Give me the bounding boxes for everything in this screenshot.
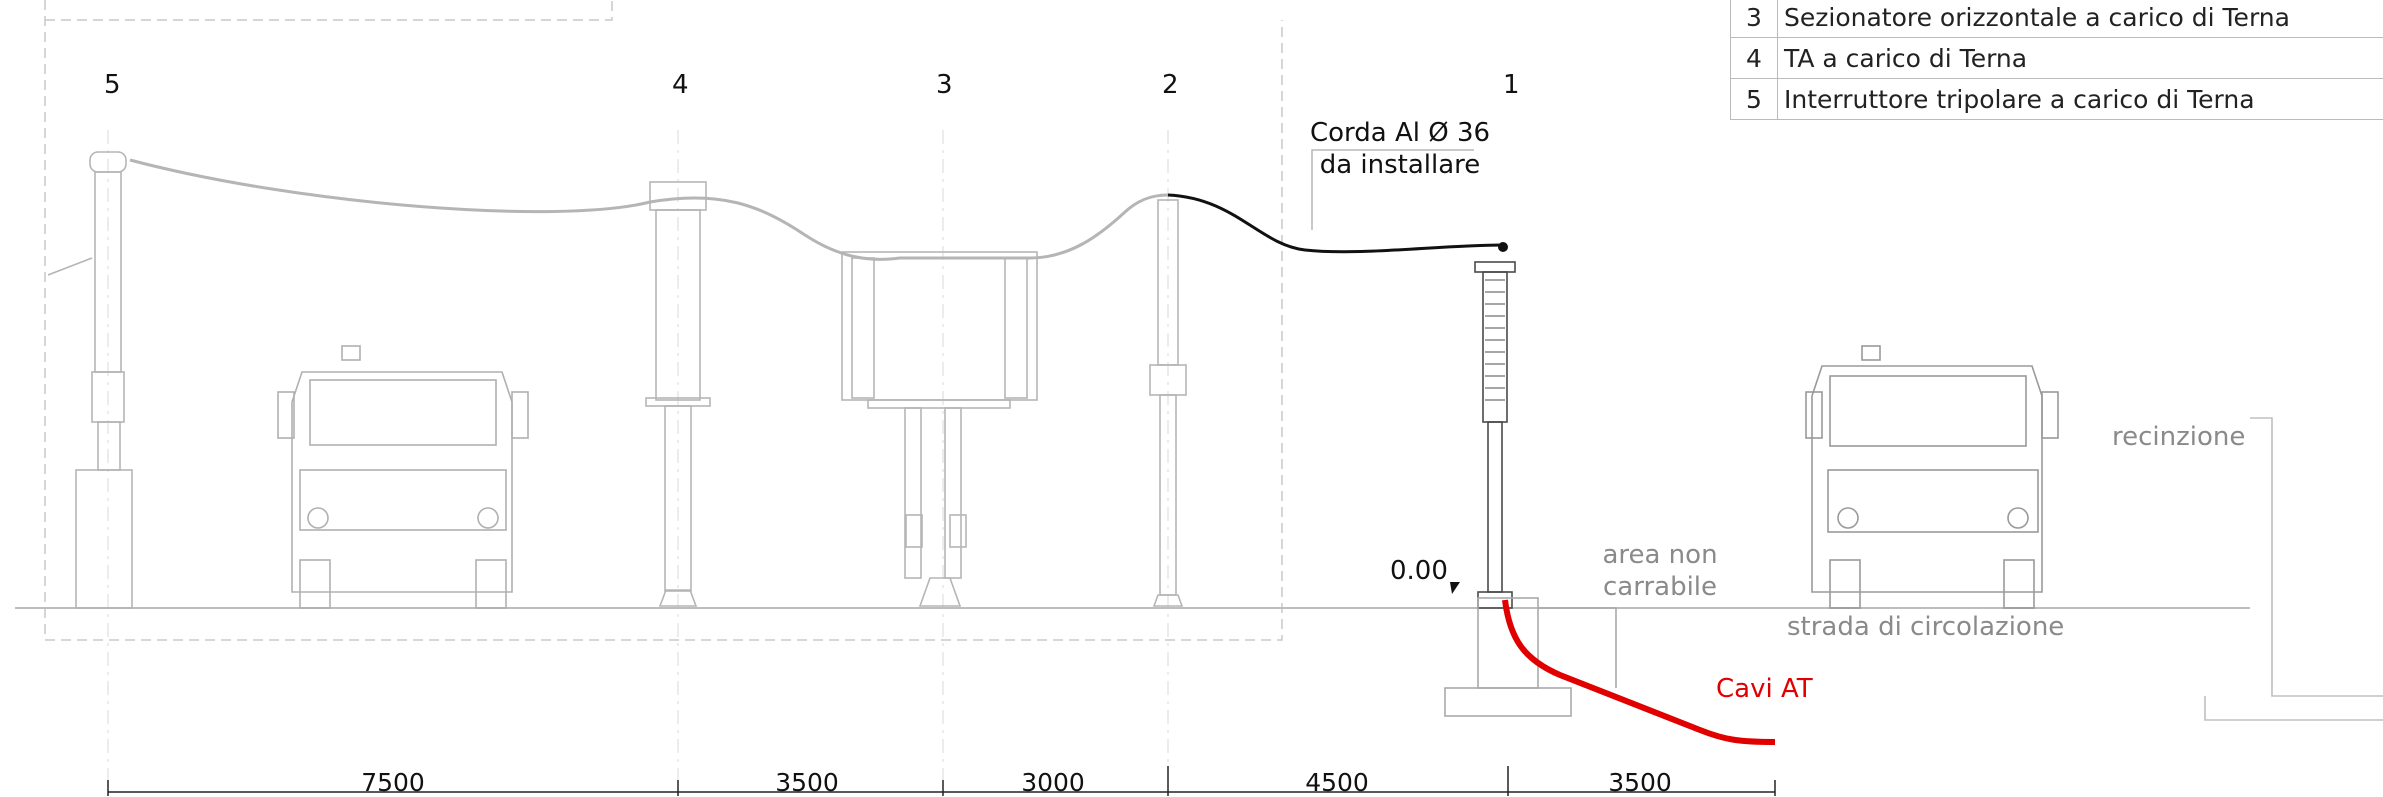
legend-text: Interruttore tripolare a carico di Terna — [1778, 79, 2383, 120]
axis-lines — [108, 130, 1168, 790]
area-label-line2: carrabile — [1580, 572, 1740, 602]
legend-row: 5 Interruttore tripolare a carico di Ter… — [1731, 79, 2383, 120]
position-label-5: 5 — [104, 70, 121, 100]
legend-number: 5 — [1731, 79, 1778, 120]
dimension-value: 4500 — [1287, 768, 1387, 797]
truck-left — [278, 346, 528, 608]
legend-text: TA a carico di Terna — [1778, 38, 2383, 79]
dimension-value: 3500 — [1590, 768, 1690, 797]
circuit-breaker-5 — [48, 152, 132, 608]
level-marker — [1450, 582, 1460, 594]
new-conductor — [1168, 195, 1503, 252]
legend-row: 3 Sezionatore orizzontale a carico di Te… — [1731, 0, 2383, 38]
road-label: strada di circolazione — [1787, 612, 2064, 642]
existing-conductor — [130, 160, 1168, 259]
legend-table: 3 Sezionatore orizzontale a carico di Te… — [1730, 0, 2383, 120]
fence-label: recinzione — [2112, 422, 2245, 452]
existing-boundary — [45, 0, 1282, 640]
position-label-4: 4 — [672, 70, 689, 100]
hv-cable — [1505, 600, 1775, 742]
level-label: 0.00 — [1390, 556, 1448, 586]
legend-number: 3 — [1731, 0, 1778, 38]
dimension-value: 7500 — [343, 768, 443, 797]
dimension-value: 3500 — [757, 768, 857, 797]
legend-text: Sezionatore orizzontale a carico di Tern… — [1778, 0, 2383, 38]
legend-number: 4 — [1731, 38, 1778, 79]
position-label-2: 2 — [1162, 70, 1179, 100]
disconnector-3 — [842, 252, 1037, 606]
truck-right — [1806, 346, 2058, 608]
cable-termination-1 — [1475, 262, 1515, 608]
conductor-label-line2: da installare — [1300, 150, 1500, 180]
position-label-3: 3 — [936, 70, 953, 100]
area-label-line1: area non — [1580, 540, 1740, 570]
conductor-label-line1: Corda Al Ø 36 — [1300, 118, 1500, 148]
position-label-1: 1 — [1503, 70, 1520, 100]
fence — [2205, 418, 2383, 720]
legend-row: 4 TA a carico di Terna — [1731, 38, 2383, 79]
dimension-value: 3000 — [1003, 768, 1103, 797]
cables-label: Cavi AT — [1716, 674, 1813, 704]
conductor-clamp — [1498, 242, 1508, 252]
